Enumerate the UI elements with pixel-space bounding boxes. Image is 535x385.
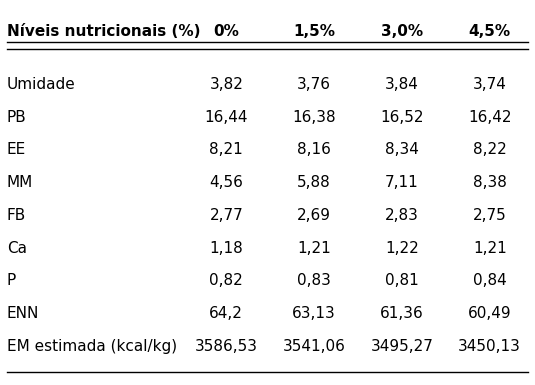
Text: 64,2: 64,2	[209, 306, 243, 321]
Text: FB: FB	[7, 208, 26, 223]
Text: 0%: 0%	[213, 24, 239, 39]
Text: 8,16: 8,16	[297, 142, 331, 157]
Text: 0,81: 0,81	[385, 273, 419, 288]
Text: 3541,06: 3541,06	[282, 339, 346, 354]
Text: 3,74: 3,74	[473, 77, 507, 92]
Text: EM estimada (kcal/kg): EM estimada (kcal/kg)	[7, 339, 177, 354]
Text: 16,38: 16,38	[292, 109, 336, 124]
Text: 8,38: 8,38	[473, 175, 507, 190]
Text: 61,36: 61,36	[380, 306, 424, 321]
Text: 16,44: 16,44	[204, 109, 248, 124]
Text: 8,34: 8,34	[385, 142, 419, 157]
Text: Níveis nutricionais (%): Níveis nutricionais (%)	[7, 24, 200, 39]
Text: 8,22: 8,22	[473, 142, 507, 157]
Text: 0,83: 0,83	[297, 273, 331, 288]
Text: 2,75: 2,75	[473, 208, 507, 223]
Text: 3,84: 3,84	[385, 77, 419, 92]
Text: 4,56: 4,56	[209, 175, 243, 190]
Text: 7,11: 7,11	[385, 175, 419, 190]
Text: 1,5%: 1,5%	[293, 24, 335, 39]
Text: PB: PB	[7, 109, 26, 124]
Text: 3450,13: 3450,13	[458, 339, 521, 354]
Text: 3586,53: 3586,53	[195, 339, 258, 354]
Text: ENN: ENN	[7, 306, 39, 321]
Text: 2,77: 2,77	[209, 208, 243, 223]
Text: 63,13: 63,13	[292, 306, 336, 321]
Text: MM: MM	[7, 175, 33, 190]
Text: 3495,27: 3495,27	[370, 339, 433, 354]
Text: 4,5%: 4,5%	[469, 24, 511, 39]
Text: EE: EE	[7, 142, 26, 157]
Text: 1,21: 1,21	[473, 241, 507, 256]
Text: 5,88: 5,88	[297, 175, 331, 190]
Text: 1,18: 1,18	[209, 241, 243, 256]
Text: 1,21: 1,21	[297, 241, 331, 256]
Text: 1,22: 1,22	[385, 241, 419, 256]
Text: 16,42: 16,42	[468, 109, 511, 124]
Text: 3,0%: 3,0%	[381, 24, 423, 39]
Text: 3,76: 3,76	[297, 77, 331, 92]
Text: 2,83: 2,83	[385, 208, 419, 223]
Text: 8,21: 8,21	[209, 142, 243, 157]
Text: 0,84: 0,84	[473, 273, 507, 288]
Text: 3,82: 3,82	[209, 77, 243, 92]
Text: Umidade: Umidade	[7, 77, 75, 92]
Text: P: P	[7, 273, 16, 288]
Text: 60,49: 60,49	[468, 306, 511, 321]
Text: Ca: Ca	[7, 241, 27, 256]
Text: 0,82: 0,82	[209, 273, 243, 288]
Text: 2,69: 2,69	[297, 208, 331, 223]
Text: 16,52: 16,52	[380, 109, 424, 124]
